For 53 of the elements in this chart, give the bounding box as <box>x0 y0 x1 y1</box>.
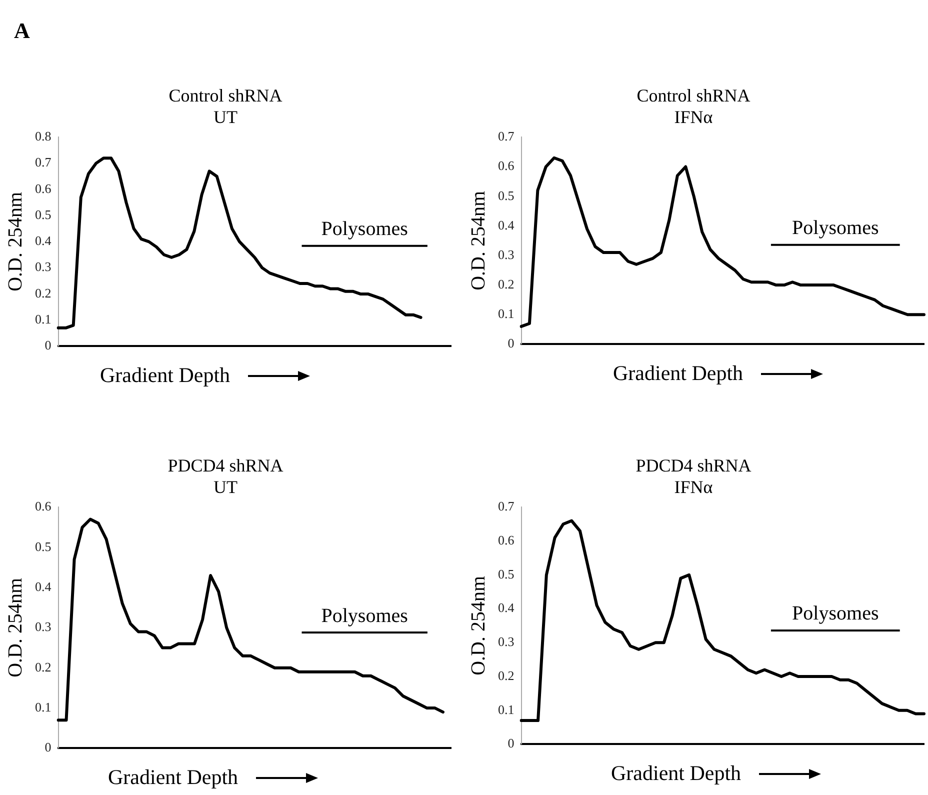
y-axis-title: O.D. 254nm <box>467 190 490 290</box>
chart-title: PDCD4 shRNA <box>168 456 284 476</box>
x-axis-title: Gradient Depth <box>613 361 744 386</box>
annotation: Polysomes <box>321 218 408 240</box>
y-axis-title: O.D. 254nm <box>4 578 26 678</box>
y-tick-label: 0.2 <box>498 276 514 292</box>
chart-title: Control shRNA <box>168 86 282 106</box>
y-tick-label: 0.5 <box>498 566 514 582</box>
annotation: Polysomes <box>792 217 879 240</box>
y-tick-label: 0.1 <box>498 306 514 322</box>
y-tick-label: 0 <box>508 736 514 751</box>
y-tick-label: 0.5 <box>498 188 514 203</box>
y-tick-label: 0.7 <box>498 498 515 514</box>
y-tick-label: 0.4 <box>35 233 52 248</box>
y-tick-label: 0.6 <box>498 532 515 548</box>
y-tick-label: 0.4 <box>498 600 515 616</box>
y-tick-label: 0.1 <box>498 702 514 717</box>
chart-subtitle: UT <box>214 477 238 498</box>
x-axis-title: Gradient Depth <box>100 363 230 388</box>
y-tick-label: 0.4 <box>498 217 515 232</box>
y-tick-label: 0.6 <box>35 180 52 196</box>
annotation: Polysomes <box>792 602 879 625</box>
y-tick-label: 0.2 <box>498 668 514 683</box>
y-tick-label: 0.3 <box>498 634 514 650</box>
y-tick-label: 0.7 <box>35 154 52 170</box>
chart-subtitle: IFNα <box>674 107 714 128</box>
y-tick-label: 0.1 <box>35 311 52 326</box>
y-tick-label: 0.4 <box>35 578 52 594</box>
x-axis-title: Gradient Depth <box>108 765 238 790</box>
x-axis-title: Gradient Depth <box>611 761 742 786</box>
y-tick-label: 0.6 <box>35 498 52 514</box>
y-tick-label: 0.7 <box>498 128 515 144</box>
y-tick-label: 0.8 <box>35 128 52 144</box>
y-tick-label: 0.5 <box>35 206 52 222</box>
y-tick-label: 0.2 <box>35 659 52 674</box>
y-tick-label: 0.5 <box>35 538 52 554</box>
text: A <box>14 18 30 44</box>
y-tick-label: 0 <box>508 336 514 351</box>
y-tick-label: 0.3 <box>35 259 52 274</box>
annotation: Polysomes <box>321 604 408 627</box>
y-tick-label: 0.3 <box>35 619 52 634</box>
chart-subtitle: IFNα <box>674 477 714 498</box>
y-tick-label: 0 <box>44 740 52 755</box>
chart-subtitle: UT <box>214 107 238 128</box>
y-tick-label: 0.1 <box>35 699 52 714</box>
y-tick-label: 0.2 <box>35 285 52 300</box>
chart-title: PDCD4 shRNA <box>636 456 752 476</box>
y-tick-label: 0 <box>44 338 52 353</box>
y-tick-label: 0.3 <box>498 246 514 262</box>
y-axis-title: O.D. 254nm <box>467 576 490 676</box>
y-axis-title: O.D. 254nm <box>4 192 26 292</box>
y-tick-label: 0.6 <box>498 158 515 174</box>
chart-title: Control shRNA <box>636 86 750 106</box>
